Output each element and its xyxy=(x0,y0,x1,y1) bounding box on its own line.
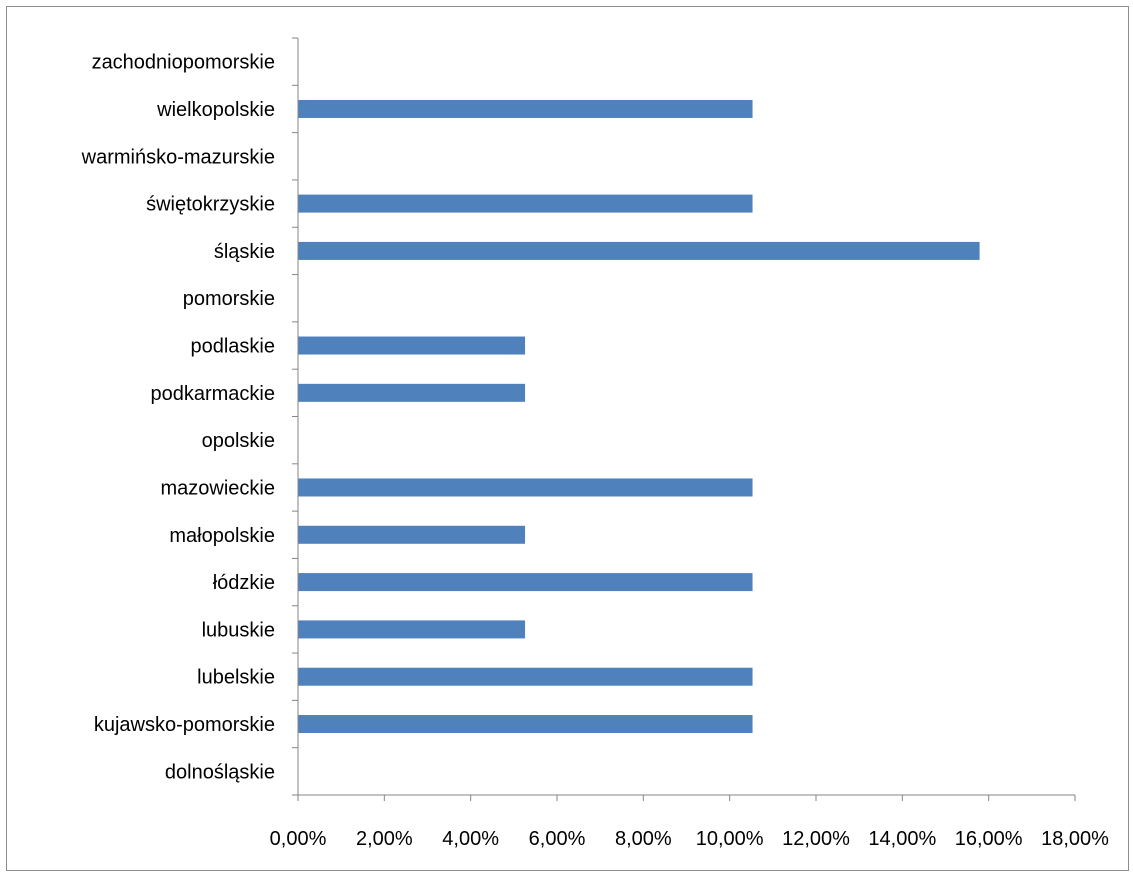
bar xyxy=(298,715,753,734)
x-tick-label: 18,00% xyxy=(1041,828,1109,850)
category-label: kujawsko-pomorskie xyxy=(94,714,275,736)
x-tick-labels: 0,00% 2,00% 4,00% 6,00% 8,00% 10,00% 12,00% 14,… xyxy=(270,828,1109,850)
bar xyxy=(298,478,753,497)
category-label: dolnośląskie xyxy=(165,761,275,783)
axes-group xyxy=(292,37,1076,801)
category-label: małopolskie xyxy=(169,525,275,547)
bar xyxy=(298,336,526,355)
category-label: podkarmackie xyxy=(150,383,275,405)
bar xyxy=(298,99,753,118)
category-label: świętokrzyskie xyxy=(146,194,275,216)
x-tick-label: 12,00% xyxy=(782,828,850,850)
category-label: zachodniopomorskie xyxy=(92,52,275,74)
category-label: opolskie xyxy=(202,430,275,452)
bar xyxy=(298,194,753,213)
x-tick-label: 14,00% xyxy=(868,828,936,850)
bars-group xyxy=(298,99,980,734)
x-tick-label: 4,00% xyxy=(442,828,499,850)
bar xyxy=(298,525,526,544)
category-label: łódzkie xyxy=(213,572,275,594)
x-tick-label: 0,00% xyxy=(270,828,327,850)
bar xyxy=(298,383,526,402)
x-tick-label: 8,00% xyxy=(615,828,672,850)
category-labels: dolnośląskie kujawsko-pomorskie lubelskie l… xyxy=(81,52,275,784)
category-label: lubelskie xyxy=(197,667,275,689)
x-tick-label: 10,00% xyxy=(696,828,764,850)
bar xyxy=(298,620,526,639)
category-label: mazowieckie xyxy=(161,477,275,499)
category-label: śląskie xyxy=(214,241,275,263)
category-label: warmińsko-mazurskie xyxy=(81,146,275,168)
bar xyxy=(298,241,980,260)
category-label: podlaskie xyxy=(190,336,275,358)
x-tick-label: 16,00% xyxy=(955,828,1023,850)
category-label: wielkopolskie xyxy=(156,99,275,121)
category-label: lubuskie xyxy=(202,619,275,641)
x-tick-label: 2,00% xyxy=(356,828,413,850)
bar xyxy=(298,667,753,686)
x-tick-label: 6,00% xyxy=(529,828,586,850)
category-label: pomorskie xyxy=(183,288,275,310)
bar xyxy=(298,573,753,592)
